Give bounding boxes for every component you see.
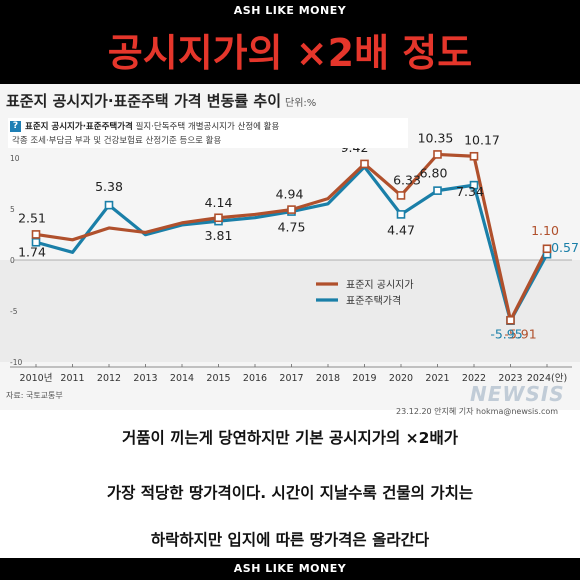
question-icon: ? — [10, 121, 21, 132]
data-label: 4.94 — [276, 187, 304, 202]
bottom-banner: ASH LIKE MONEY — [0, 558, 580, 580]
x-tick-label: 2019 — [352, 373, 376, 384]
x-tick-label: 2024(안) — [527, 373, 567, 384]
negative-area — [0, 260, 580, 362]
chart-panel: 10 5 0 -5 -10 2010년 2011 2012 2013 2014 2015 2016 20… — [0, 84, 580, 416]
data-point-marker — [104, 200, 114, 210]
note-text-1: 필지·단독주택 개별공시지가 산정에 활용 — [135, 122, 280, 132]
top-banner: ASH LIKE MONEY — [0, 0, 580, 22]
data-point-marker — [506, 315, 515, 325]
data-label: -5.91 — [504, 326, 536, 341]
data-label: 1.10 — [531, 223, 559, 238]
x-tick-label: 2017 — [279, 373, 303, 384]
x-tick-label: 2022 — [462, 373, 486, 384]
note-line-2: 각종 조세·부담금 부과 및 건강보험료 산정기준 등으로 활용 — [12, 136, 222, 146]
caption-line-3: 하락하지만 입지에 따른 땅가격은 올라간다 — [150, 531, 430, 549]
x-tick-label: 2011 — [60, 373, 84, 384]
x-tick-label: 2018 — [316, 373, 340, 384]
data-point-marker — [287, 205, 296, 214]
chart-unit: 단위:% — [285, 98, 317, 109]
data-point-marker — [433, 186, 442, 195]
y-tick-label: 10 — [10, 154, 20, 163]
x-tick-label: 2013 — [133, 373, 157, 384]
data-label: 1.74 — [18, 244, 46, 259]
x-tick-label: 2023 — [498, 373, 522, 384]
x-tick-label: 2020 — [389, 373, 413, 384]
data-point-marker — [542, 244, 552, 254]
x-tick-label: 2012 — [97, 373, 121, 384]
data-point-marker — [396, 191, 406, 200]
data-label: 4.14 — [205, 195, 233, 210]
data-point-marker — [31, 237, 41, 247]
note-line-1: 표준지 공시지가·표준주택가격 필지·단독주택 개별공시지가 산정에 활용 — [25, 120, 279, 132]
data-label: 6.33 — [393, 172, 421, 187]
chart-title: 표준지 공시지가·표준주택 가격 변동률 추이 단위:% — [6, 90, 316, 111]
headline: 공시지가의 ×2배 정도 — [0, 22, 580, 84]
y-tick-label: -5 — [10, 307, 18, 316]
data-label: 10.35 — [418, 130, 454, 145]
data-label: 2.51 — [18, 210, 46, 225]
x-tick-label: 2016 — [243, 373, 267, 384]
data-label: 5.38 — [95, 179, 123, 194]
data-label: 7.34 — [456, 184, 484, 199]
data-point-marker — [360, 159, 369, 169]
data-point-marker — [469, 180, 479, 190]
data-label: 4.47 — [387, 222, 415, 237]
data-point-marker — [433, 150, 442, 159]
data-point-marker — [396, 210, 406, 219]
note-box: ? 표준지 공시지가·표준주택가격 필지·단독주택 개별공시지가 산정에 활용 … — [8, 118, 408, 148]
data-label: 3.81 — [205, 228, 233, 243]
data-point-marker — [31, 230, 41, 239]
legend-label: 표준지 공시지가 — [346, 279, 414, 291]
credit-text: 23.12.20 안지혜 기자 hokma@newsis.com — [396, 407, 559, 416]
caption-line-1: 거품이 끼는게 당연하지만 기본 공시지가의 ×2배가 — [122, 429, 458, 447]
y-tick-label: -10 — [10, 358, 22, 367]
data-label: 6.80 — [420, 166, 448, 181]
line-chart: 10 5 0 -5 -10 2010년 2011 2012 2013 2014 2015 2016 20… — [0, 130, 580, 384]
data-label: 10.17 — [464, 132, 500, 147]
data-point-marker — [214, 213, 223, 223]
chart-title-text: 표준지 공시지가·표준주택 가격 변동률 추이 — [6, 92, 281, 110]
legend-label: 표준주택가격 — [346, 294, 401, 307]
x-tick-label: 2014 — [170, 373, 194, 384]
data-label: -5.95 — [490, 327, 522, 342]
y-tick-label: 0 — [10, 256, 15, 265]
newsis-watermark: NEWSIS — [470, 382, 565, 406]
x-tick-label: 2021 — [425, 373, 449, 384]
data-point-marker — [469, 151, 479, 161]
note-bold: 표준지 공시지가·표준주택가격 — [25, 122, 133, 132]
data-label: 0.57 — [551, 240, 579, 255]
y-tick-label: 5 — [10, 205, 15, 214]
caption-line-2: 가장 적당한 땅가격이다. 시간이 지날수록 건물의 가치는 — [106, 484, 474, 502]
data-label: 4.75 — [278, 220, 306, 235]
x-tick-label: 2015 — [206, 373, 230, 384]
x-tick-label: 2010년 — [20, 373, 53, 384]
source-text: 자료: 국토교통부 — [6, 391, 63, 400]
